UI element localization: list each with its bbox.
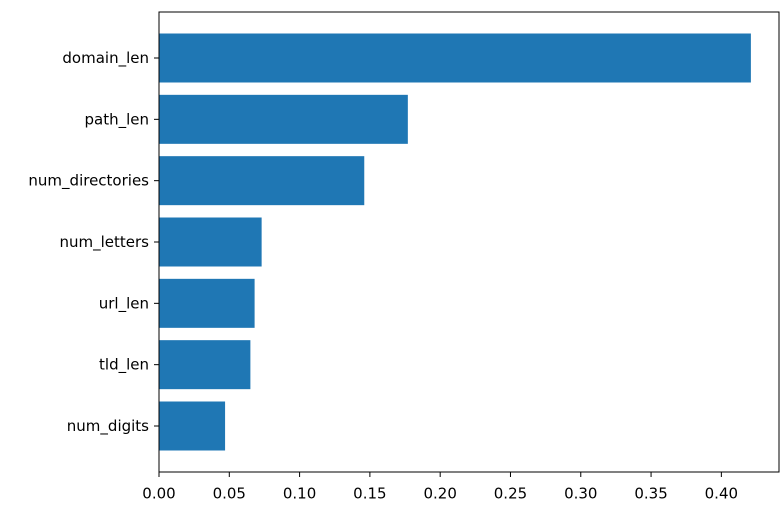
bar-num-letters bbox=[159, 217, 262, 267]
x-tick-label: 0.20 bbox=[423, 485, 456, 503]
bar-tld-len bbox=[159, 340, 251, 390]
y-tick-label-num-letters: num_letters bbox=[60, 233, 150, 252]
y-tick-label-url-len: url_len bbox=[99, 294, 149, 313]
bar-url-len bbox=[159, 278, 255, 328]
x-tick-label: 0.40 bbox=[705, 485, 738, 503]
x-tick-label: 0.25 bbox=[494, 485, 527, 503]
x-axis-ticks: 0.00 0.05 0.10 0.15 0.20 0.25 0.30 0.35 0.40 bbox=[142, 472, 738, 503]
y-tick-label-path-len: path_len bbox=[84, 110, 149, 129]
bar-path-len bbox=[159, 94, 408, 144]
x-tick-label: 0.35 bbox=[634, 485, 667, 503]
plot-frame bbox=[158, 11, 780, 473]
y-axis-ticks: domain_len path_len num_directories num_let… bbox=[28, 49, 159, 436]
y-tick-label-domain-len: domain_len bbox=[62, 49, 149, 68]
bar-num-digits bbox=[159, 401, 226, 451]
y-tick-label-num-digits: num_digits bbox=[67, 417, 149, 436]
x-tick-label: 0.30 bbox=[564, 485, 597, 503]
y-tick-label-tld-len: tld_len bbox=[99, 356, 149, 375]
bar-num-directories bbox=[159, 156, 365, 206]
y-tick-label-num-directories: num_directories bbox=[28, 172, 149, 191]
x-tick-label: 0.15 bbox=[353, 485, 386, 503]
x-tick-label: 0.10 bbox=[283, 485, 316, 503]
bar-domain-len bbox=[159, 33, 751, 83]
x-tick-label: 0.00 bbox=[142, 485, 175, 503]
bars-layer bbox=[159, 33, 751, 451]
x-tick-label: 0.05 bbox=[213, 485, 246, 503]
